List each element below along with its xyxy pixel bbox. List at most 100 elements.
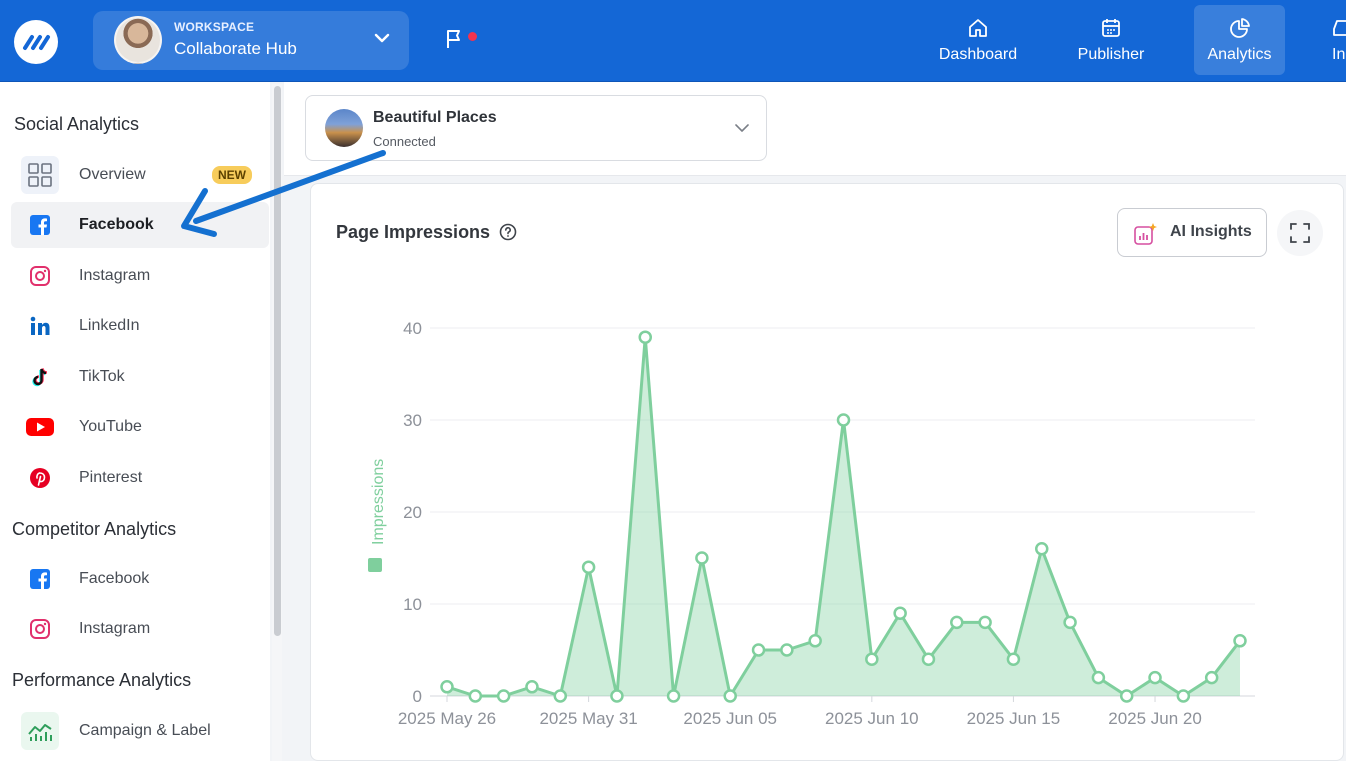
- sidebar-item-campaign-label-text: Campaign & Label: [79, 722, 211, 739]
- sidebar-item-overview-label: Overview: [79, 166, 146, 183]
- workspace-name: Collaborate Hub: [174, 39, 297, 58]
- sidebar-item-youtube-label: YouTube: [79, 418, 142, 435]
- sidebar-item-campaign-label[interactable]: Campaign & Label: [11, 708, 269, 754]
- logo-icon: [23, 35, 50, 50]
- app-logo[interactable]: [14, 20, 58, 64]
- data-point: [1063, 615, 1077, 630]
- pie-chart-icon: [1229, 17, 1250, 38]
- data-point: [978, 615, 992, 630]
- data-point: [865, 652, 879, 666]
- sidebar-item-competitor-instagram[interactable]: Instagram: [11, 606, 269, 652]
- x-tick-label: 2025 May 26: [398, 709, 496, 728]
- sidebar-item-youtube[interactable]: YouTube: [11, 404, 269, 450]
- sidebar-item-instagram[interactable]: Instagram: [11, 253, 269, 299]
- sidebar-item-tiktok-label: TikTok: [79, 368, 125, 385]
- nav-inbox-label: In: [1332, 45, 1346, 63]
- data-point: [808, 634, 822, 648]
- y-tick-label: 40: [403, 319, 422, 338]
- pinterest-icon: [29, 467, 51, 489]
- nav-publisher[interactable]: Publisher: [1066, 5, 1156, 75]
- account-status: Connected: [373, 134, 436, 149]
- section-title-competitor: Competitor Analytics: [12, 519, 177, 539]
- x-tick-label: 2025 Jun 20: [1108, 709, 1202, 728]
- expand-icon: [1290, 223, 1310, 243]
- sidebar-item-tiktok[interactable]: TikTok: [11, 354, 269, 400]
- facebook-icon: [29, 214, 51, 236]
- sidebar-item-pinterest[interactable]: Pinterest: [11, 455, 269, 501]
- data-point: [610, 689, 624, 703]
- data-point: [1204, 670, 1219, 685]
- y-tick-label: 30: [403, 411, 422, 430]
- sidebar-item-facebook-label: Facebook: [79, 216, 154, 233]
- data-point: [695, 551, 709, 565]
- sidebar-item-linkedin[interactable]: LinkedIn: [11, 303, 269, 349]
- data-point: [950, 615, 964, 630]
- sidebar-scrollbar-thumb[interactable]: [274, 86, 281, 636]
- account-avatar: [325, 109, 363, 147]
- workspace-avatar: [114, 16, 162, 64]
- tiktok-icon: [29, 366, 51, 388]
- help-icon[interactable]: [499, 223, 517, 246]
- data-point: [468, 689, 483, 703]
- sidebar-scrollbar[interactable]: [272, 84, 282, 761]
- instagram-icon: [29, 618, 51, 640]
- workspace-caption: WORKSPACE: [174, 20, 255, 34]
- y-tick-label: 20: [403, 503, 422, 522]
- nav-inbox[interactable]: In: [1326, 5, 1346, 75]
- area-fill: [447, 337, 1240, 696]
- sidebar-item-linkedin-label: LinkedIn: [79, 317, 140, 334]
- data-point: [780, 643, 794, 657]
- nav-dashboard-label: Dashboard: [938, 45, 1018, 63]
- youtube-icon: [25, 416, 55, 438]
- fullscreen-button[interactable]: [1277, 210, 1323, 256]
- data-point: [1119, 689, 1134, 703]
- data-point: [553, 689, 568, 703]
- section-title-social: Social Analytics: [14, 114, 140, 134]
- section-title-performance: Performance Analytics: [12, 670, 192, 690]
- y-tick-label: 0: [413, 687, 422, 706]
- y-tick-label: 10: [403, 595, 422, 614]
- chevron-down-icon: [373, 29, 391, 52]
- ai-insights-button[interactable]: AI Insights: [1117, 208, 1267, 257]
- card-title: Page Impressions: [336, 222, 491, 242]
- sidebar-item-instagram-label: Instagram: [79, 267, 151, 284]
- sidebar-item-pinterest-label: Pinterest: [79, 469, 143, 486]
- x-tick-label: 2025 Jun 15: [967, 709, 1061, 728]
- data-point: [638, 330, 652, 344]
- data-point: [893, 606, 907, 620]
- data-point: [1091, 670, 1106, 685]
- grid-icon: [21, 156, 59, 194]
- nav-analytics[interactable]: Analytics: [1194, 5, 1285, 75]
- data-point: [496, 689, 511, 703]
- ai-insights-label: AI Insights: [1170, 223, 1252, 240]
- data-point: [723, 689, 737, 703]
- notification-dot: [468, 32, 477, 41]
- data-point: [525, 680, 539, 694]
- chevron-down-icon: [734, 120, 750, 141]
- ai-sparkle-chart-icon: [1133, 222, 1159, 251]
- campaign-chart-icon: [21, 712, 59, 750]
- data-point: [1035, 542, 1049, 556]
- data-point: [666, 689, 681, 703]
- flag-icon[interactable]: [444, 28, 466, 55]
- nav-analytics-label: Analytics: [1207, 45, 1272, 63]
- sidebar-item-competitor-facebook[interactable]: Facebook: [11, 556, 269, 602]
- instagram-icon: [29, 265, 51, 287]
- sidebar-item-competitor-facebook-label: Facebook: [79, 570, 150, 587]
- nav-publisher-label: Publisher: [1077, 45, 1145, 63]
- facebook-icon: [29, 568, 51, 590]
- calendar-icon: [1102, 18, 1120, 37]
- inbox-icon: [1333, 19, 1346, 36]
- data-point: [581, 560, 596, 574]
- x-tick-label: 2025 May 31: [539, 709, 637, 728]
- nav-dashboard[interactable]: Dashboard: [930, 5, 1026, 75]
- legend-swatch: [368, 558, 382, 572]
- data-point: [1148, 670, 1162, 685]
- data-point: [440, 680, 454, 694]
- account-name: Beautiful Places: [373, 109, 497, 126]
- data-point: [1233, 634, 1247, 648]
- data-point: [751, 643, 766, 657]
- linkedin-icon: [29, 315, 51, 337]
- y-axis-label: Impressions: [370, 459, 387, 545]
- workspace-switcher[interactable]: WORKSPACE Collaborate Hub: [93, 11, 409, 70]
